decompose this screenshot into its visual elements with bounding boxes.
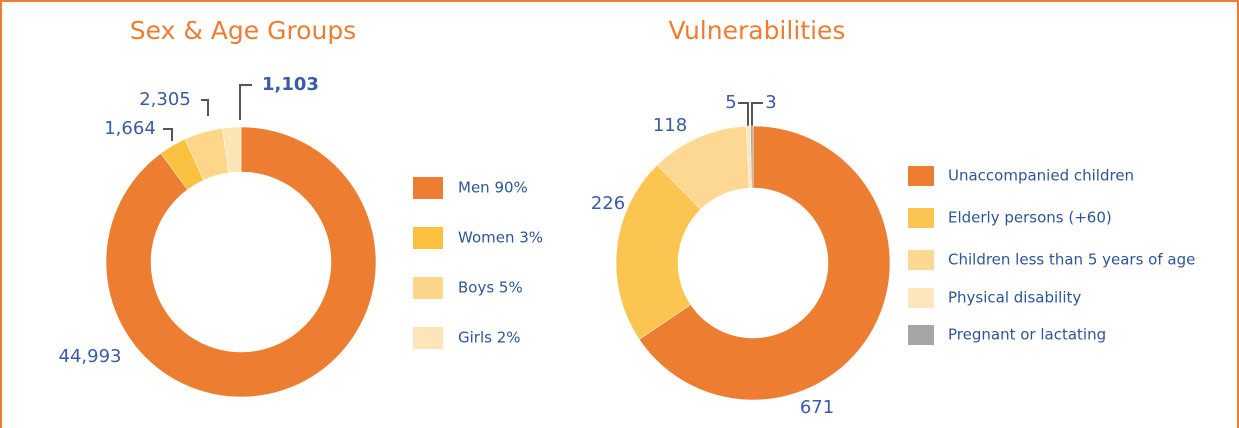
- legend-swatch: [908, 166, 934, 186]
- value-label: 226: [591, 193, 625, 214]
- chart-title: Vulnerabilities: [669, 16, 846, 45]
- legend-swatch: [413, 277, 443, 299]
- leader: [239, 84, 252, 120]
- leader: [751, 102, 763, 128]
- value-label: 1,103: [262, 74, 319, 95]
- legend-swatch: [413, 227, 443, 249]
- legend-label: Children less than 5 years of age: [948, 251, 1195, 269]
- value-label: 118: [653, 115, 687, 136]
- legend-swatch: [413, 177, 443, 199]
- slice: [750, 125, 754, 189]
- leader: [201, 99, 209, 116]
- legend-label: Unaccompanied children: [948, 167, 1134, 185]
- value-label: 1,664: [104, 118, 156, 139]
- legend-label: Men 90%: [458, 179, 528, 197]
- legend-swatch: [413, 327, 443, 349]
- value-label: 5: [725, 92, 736, 113]
- chart-title: Sex & Age Groups: [130, 16, 356, 45]
- legend-label: Boys 5%: [458, 279, 523, 297]
- value-label: 3: [765, 92, 776, 113]
- slice: [222, 126, 242, 174]
- leader: [738, 102, 749, 128]
- legend-swatch: [908, 250, 934, 270]
- legend-label: Women 3%: [458, 229, 543, 247]
- legend-swatch: [908, 208, 934, 228]
- slice: [638, 125, 891, 401]
- slice: [615, 164, 701, 340]
- value-label: 671: [800, 397, 834, 418]
- value-label: 44,993: [59, 346, 122, 367]
- legend-label: Physical disability: [948, 289, 1081, 307]
- value-label: 2,305: [139, 89, 191, 110]
- legend-label: Elderly persons (+60): [948, 209, 1112, 227]
- legend-swatch: [908, 288, 934, 308]
- leader: [163, 128, 173, 141]
- legend-label: Girls 2%: [458, 329, 521, 347]
- slice: [105, 126, 377, 398]
- legend-label: Pregnant or lactating: [948, 326, 1106, 344]
- legend-swatch: [908, 325, 934, 345]
